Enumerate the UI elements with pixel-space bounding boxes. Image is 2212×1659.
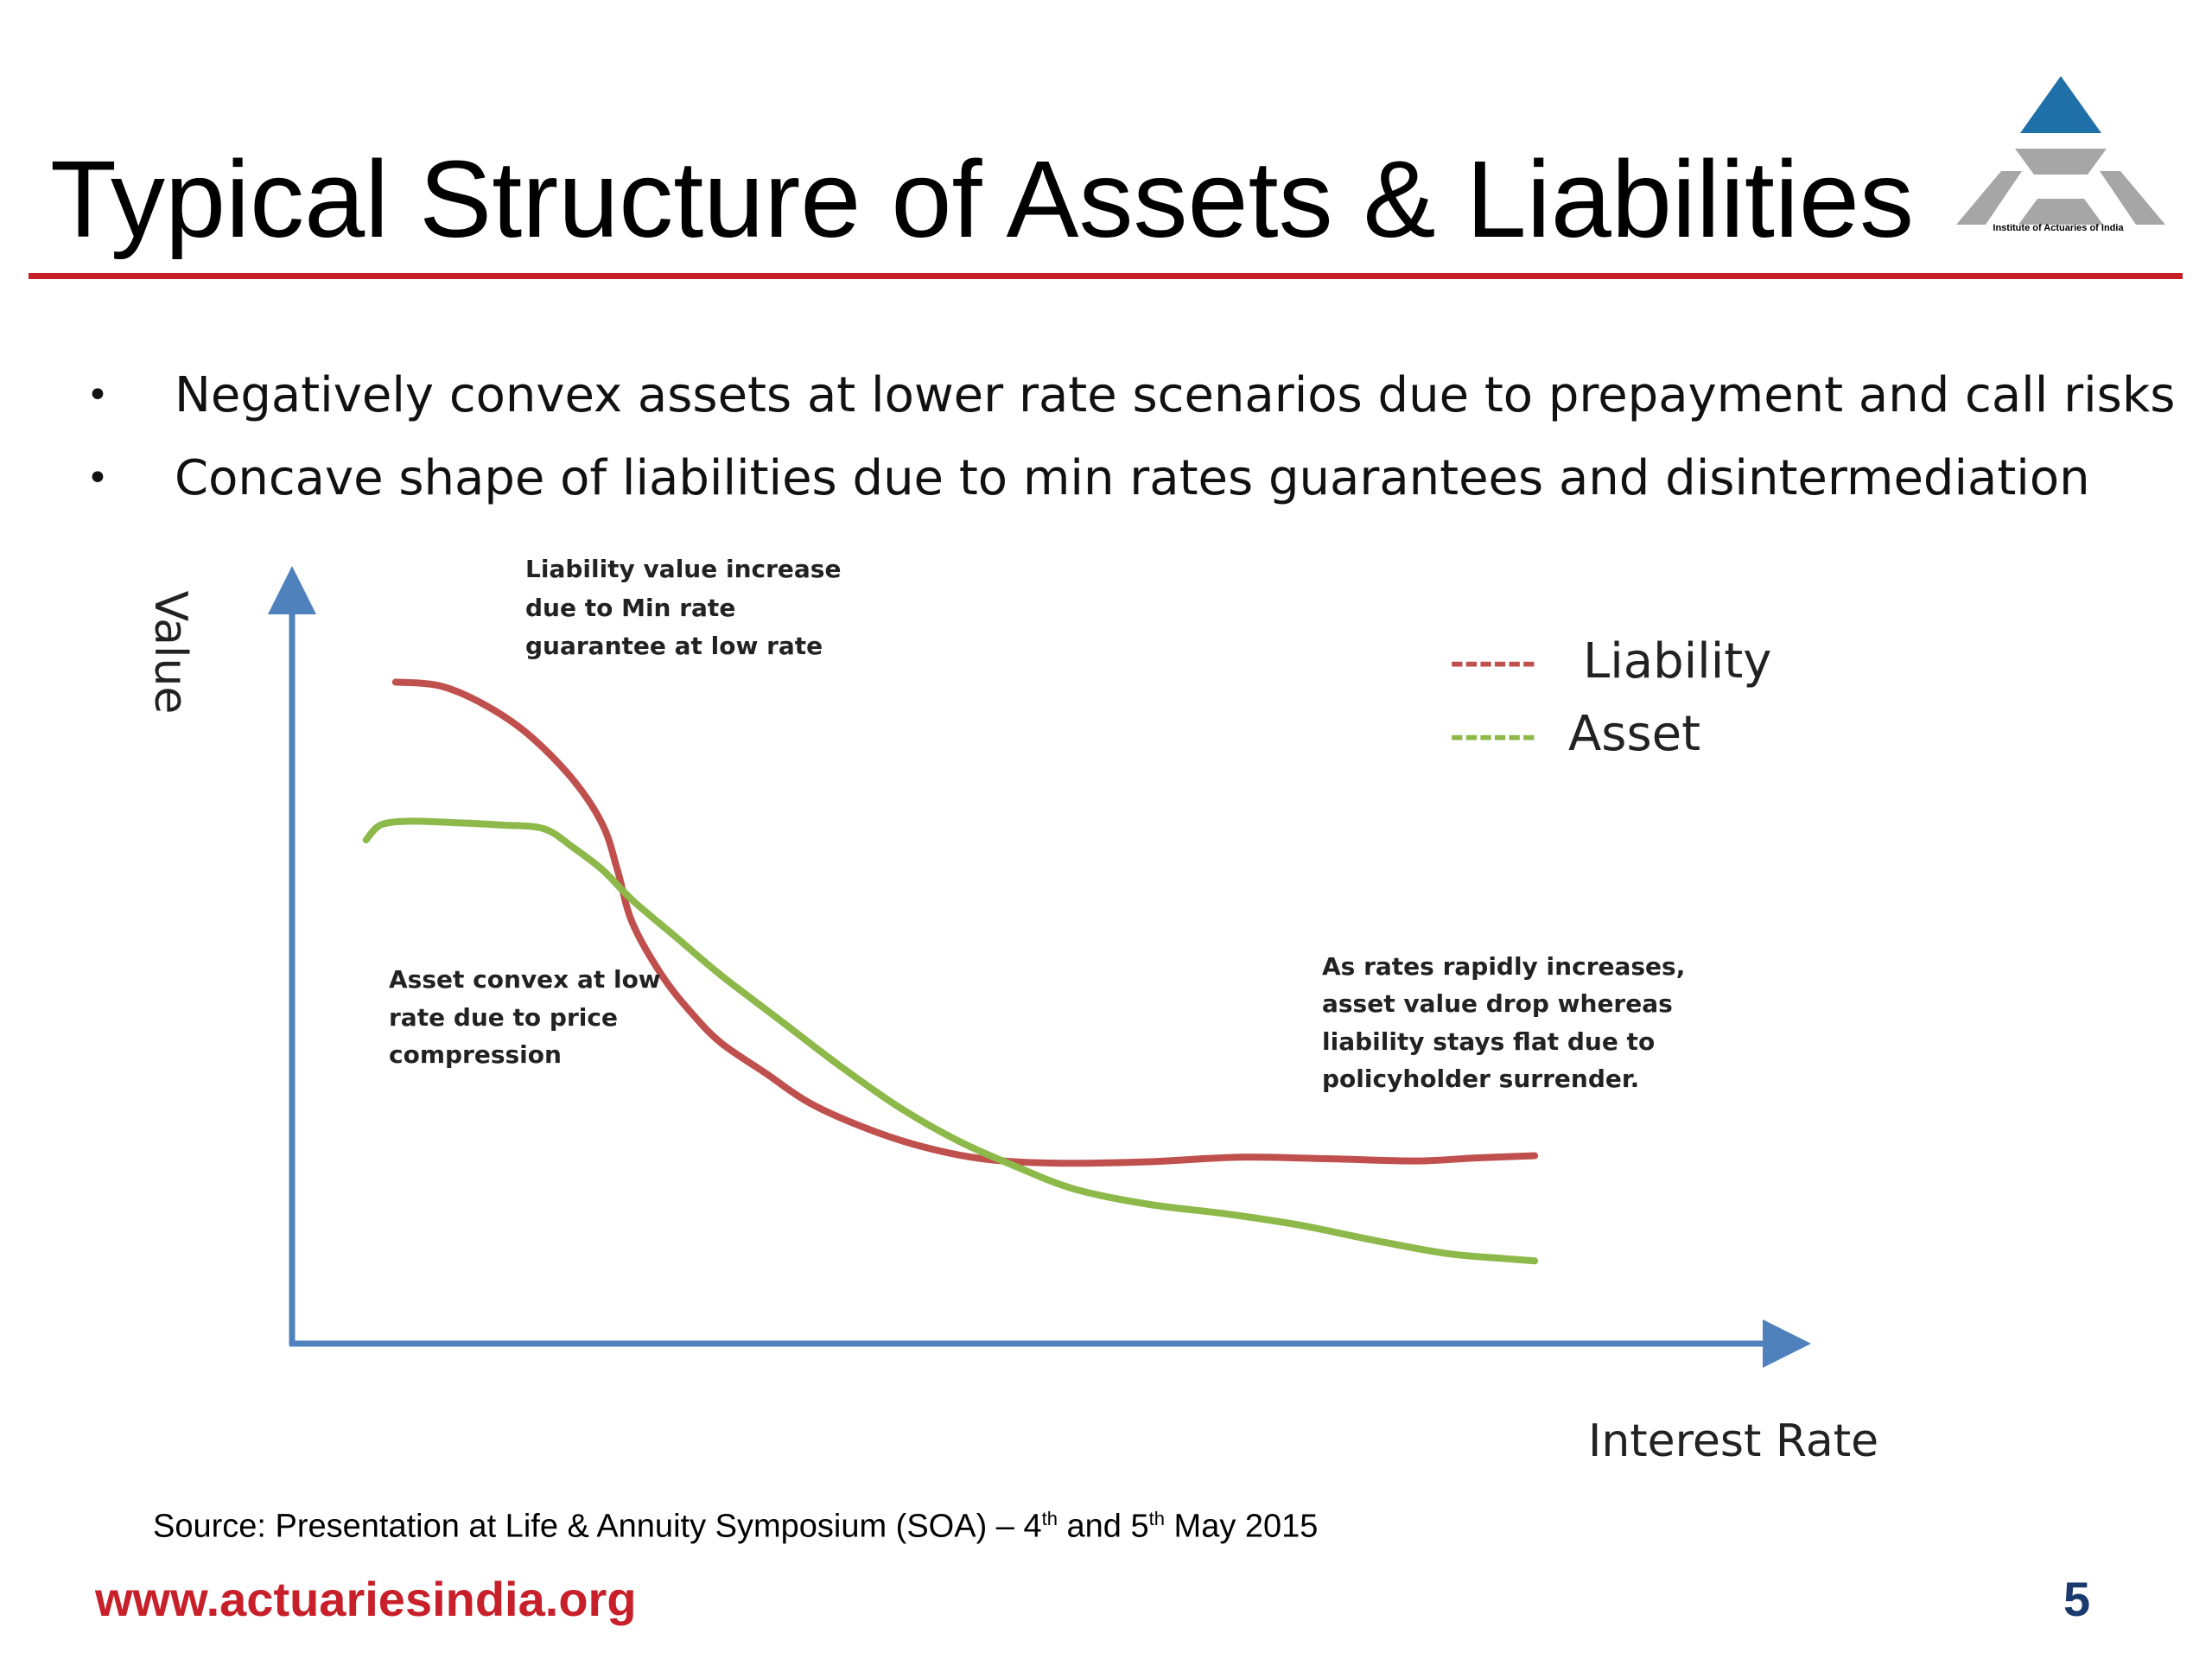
annotation-line: rate due to price [389,1003,618,1032]
annotation-line: liability stays flat due to [1322,1027,1655,1056]
logo-right-leg [2100,171,2165,225]
legend-sample-asset: ------ [1450,716,1536,756]
bullet-text: Concave shape of liabilities due to min … [175,450,2090,506]
logo-bottom-bar [2018,199,2103,225]
annotation-rates-increase: As rates rapidly increases, asset value … [1322,952,1685,1093]
source-suffix: May 2015 [1165,1508,1319,1545]
page-number: 5 [2063,1572,2091,1626]
legend-sample-liability: ------ [1450,643,1536,683]
series-line-liability [391,678,1539,1167]
annotation-line: policyholder surrender. [1322,1065,1639,1093]
bullet-list: • Negatively convex assets at lower rate … [86,354,2175,520]
title-rule [29,273,2183,279]
slide-title: Typical Structure of Assets & Liabilitie… [50,138,1914,260]
logo-caption: Institute of Actuaries of India [1993,223,2124,233]
annotation-line: Liability value increase [525,555,841,583]
series-line-asset [362,817,1539,1265]
annotation-line: guarantee at low rate [525,632,823,660]
annotation-asset-convex: Asset convex at low rate due to price co… [389,965,661,1069]
source-sup-2: th [1148,1508,1165,1529]
annotation-line: asset value drop whereas [1322,989,1673,1018]
bullet-item: • Negatively convex assets at lower rate … [86,354,2175,437]
logo-top-triangle [2020,76,2101,133]
bullet-dot: • [86,456,109,500]
logo-left-chevron [2015,149,2107,175]
annotation-line: Asset convex at low [389,965,661,994]
logo-left-leg [1956,171,2022,225]
annotation-line: compression [389,1040,562,1069]
footer-website-link[interactable]: www.actuariesindia.org [95,1572,637,1626]
source-prefix: Source: Presentation at Life & Annuity S… [153,1508,1042,1545]
source-sup-1: th [1041,1508,1058,1529]
bullet-text: Negatively convex assets at lower rate s… [175,367,2176,423]
legend-label-asset: Asset [1568,706,1700,762]
y-axis-label: Value [144,591,196,715]
bullet-dot: • [86,373,109,417]
bullet-item: • Concave shape of liabilities due to min… [86,437,2143,520]
legend: ------ Liability ------ Asset [1450,633,1771,762]
annotation-line: due to Min rate [525,594,735,622]
source-middle: and 5 [1057,1508,1149,1545]
annotation-liability-increase: Liability value increase due to Min rate… [525,555,841,660]
source-note: Source: Presentation at Life & Annuity S… [153,1508,1318,1546]
institute-logo [1956,76,2165,225]
annotation-line: As rates rapidly increases, [1322,952,1685,981]
legend-label-liability: Liability [1583,633,1771,690]
x-axis-label: Interest Rate [1588,1415,1878,1467]
